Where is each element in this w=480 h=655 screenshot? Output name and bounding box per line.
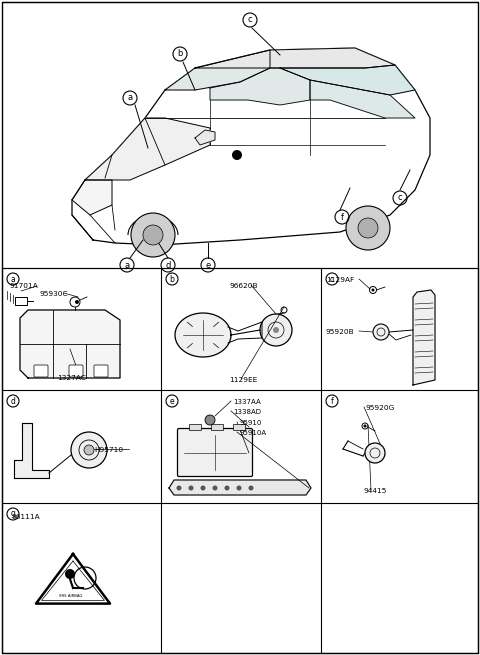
Polygon shape bbox=[85, 118, 210, 180]
Polygon shape bbox=[280, 65, 415, 95]
FancyBboxPatch shape bbox=[94, 365, 108, 377]
Circle shape bbox=[346, 206, 390, 250]
Text: 91701A: 91701A bbox=[10, 283, 39, 289]
Polygon shape bbox=[72, 180, 112, 215]
FancyBboxPatch shape bbox=[178, 428, 252, 476]
Circle shape bbox=[84, 445, 94, 455]
Text: 96111A: 96111A bbox=[12, 514, 41, 520]
Circle shape bbox=[372, 288, 374, 291]
Polygon shape bbox=[210, 68, 310, 105]
Text: f: f bbox=[331, 396, 334, 405]
Bar bbox=[15, 297, 27, 305]
Polygon shape bbox=[36, 554, 110, 604]
Text: c: c bbox=[398, 193, 402, 202]
Text: H95710: H95710 bbox=[94, 447, 123, 453]
Text: d: d bbox=[11, 396, 15, 405]
Bar bbox=[233, 424, 245, 430]
Circle shape bbox=[358, 218, 378, 238]
Text: 1129EE: 1129EE bbox=[229, 377, 257, 383]
Circle shape bbox=[273, 327, 279, 333]
Circle shape bbox=[249, 485, 253, 491]
Circle shape bbox=[363, 424, 367, 428]
Circle shape bbox=[213, 485, 217, 491]
Text: 1338AD: 1338AD bbox=[233, 409, 261, 415]
Circle shape bbox=[373, 324, 389, 340]
Polygon shape bbox=[195, 130, 215, 145]
Text: g: g bbox=[11, 510, 15, 519]
Circle shape bbox=[71, 432, 107, 468]
Text: e: e bbox=[205, 261, 211, 269]
Text: a: a bbox=[127, 94, 132, 102]
Text: 95910: 95910 bbox=[239, 420, 262, 426]
Circle shape bbox=[225, 485, 229, 491]
Polygon shape bbox=[14, 423, 49, 478]
Polygon shape bbox=[20, 310, 120, 378]
FancyBboxPatch shape bbox=[69, 365, 83, 377]
Bar bbox=[211, 424, 223, 430]
Circle shape bbox=[201, 485, 205, 491]
Bar bbox=[189, 424, 201, 430]
Text: a: a bbox=[11, 274, 15, 284]
FancyBboxPatch shape bbox=[34, 365, 48, 377]
Circle shape bbox=[232, 150, 242, 160]
Text: 96620B: 96620B bbox=[229, 283, 257, 289]
Text: d: d bbox=[165, 261, 171, 269]
Polygon shape bbox=[310, 80, 415, 118]
Circle shape bbox=[131, 213, 175, 257]
Text: a: a bbox=[124, 261, 130, 269]
Text: 94415: 94415 bbox=[363, 488, 386, 494]
Circle shape bbox=[177, 485, 181, 491]
Circle shape bbox=[365, 443, 385, 463]
Text: SRS AIRBAG: SRS AIRBAG bbox=[59, 594, 83, 598]
Circle shape bbox=[143, 225, 163, 245]
Text: f: f bbox=[340, 212, 344, 221]
Polygon shape bbox=[413, 290, 435, 385]
Text: b: b bbox=[169, 274, 174, 284]
Polygon shape bbox=[169, 480, 311, 495]
Circle shape bbox=[260, 314, 292, 346]
Text: 1327AC: 1327AC bbox=[57, 375, 86, 381]
Circle shape bbox=[75, 300, 79, 304]
Text: 1129AF: 1129AF bbox=[326, 277, 354, 283]
Text: 1337AA: 1337AA bbox=[233, 399, 261, 405]
Polygon shape bbox=[175, 313, 231, 357]
Text: 95930C: 95930C bbox=[40, 291, 69, 297]
Polygon shape bbox=[165, 50, 270, 90]
Polygon shape bbox=[195, 48, 395, 68]
Text: c: c bbox=[330, 274, 334, 284]
Circle shape bbox=[189, 485, 193, 491]
Text: 95920G: 95920G bbox=[366, 405, 395, 411]
Text: c: c bbox=[248, 16, 252, 24]
Text: 95910A: 95910A bbox=[239, 430, 266, 436]
Text: e: e bbox=[170, 396, 174, 405]
Circle shape bbox=[205, 415, 215, 425]
Text: 95920B: 95920B bbox=[326, 329, 355, 335]
Text: b: b bbox=[177, 50, 183, 58]
Polygon shape bbox=[72, 48, 430, 245]
Circle shape bbox=[237, 485, 241, 491]
Circle shape bbox=[65, 569, 75, 579]
